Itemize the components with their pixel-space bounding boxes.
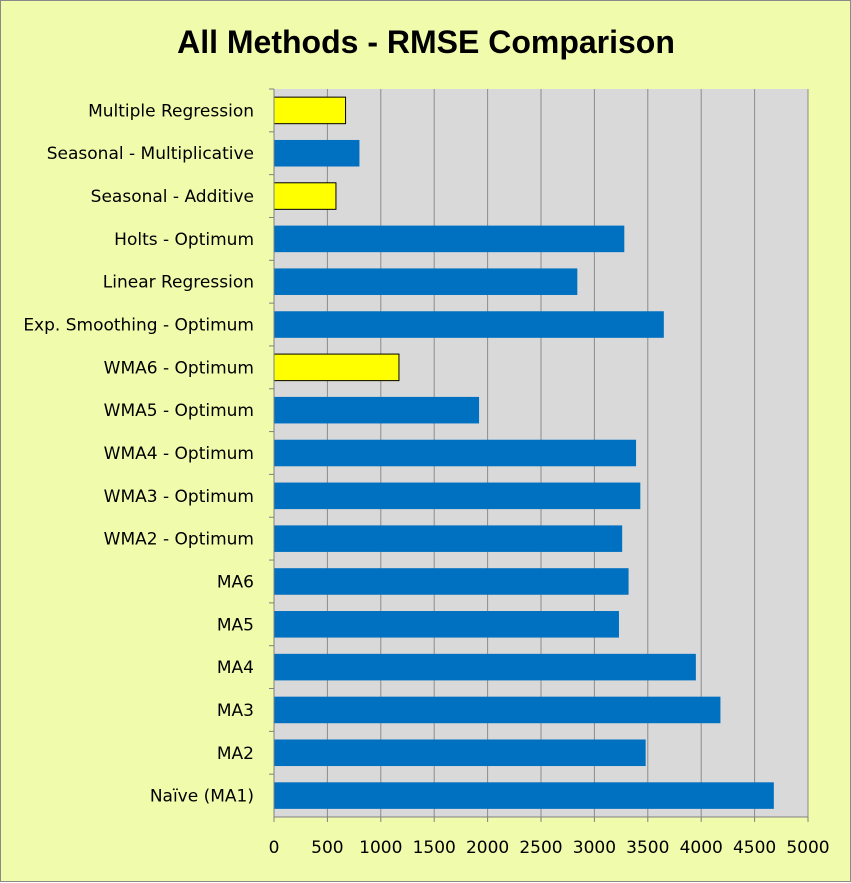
bar xyxy=(274,525,623,552)
x-tick-label: 500 xyxy=(311,838,343,858)
category-label: Holts - Optimum xyxy=(114,230,254,250)
category-label: Seasonal - Additive xyxy=(91,187,254,207)
x-tick-label: 5000 xyxy=(786,838,829,858)
bar xyxy=(274,782,774,809)
bar xyxy=(273,96,347,125)
bar xyxy=(274,439,637,467)
bar xyxy=(273,182,337,210)
x-tick-label: 1000 xyxy=(359,838,402,858)
x-tick-label: 2000 xyxy=(466,838,509,858)
bar xyxy=(274,139,360,167)
bar xyxy=(274,611,619,638)
bar xyxy=(274,739,646,767)
x-axis-ticks: 0 500 1000 1500 2000 2500 3000 3500 4000 4500 5000 xyxy=(269,817,830,858)
bar xyxy=(274,653,696,681)
bar xyxy=(273,353,400,382)
category-label: Multiple Regression xyxy=(88,101,254,121)
category-label: MA2 xyxy=(217,744,254,764)
category-label: Linear Regression xyxy=(103,273,254,293)
x-tick-label: 4000 xyxy=(680,838,723,858)
category-label: Seasonal - Multiplicative xyxy=(47,144,254,164)
category-label: Naïve (MA1) xyxy=(150,787,254,807)
bars xyxy=(273,96,774,809)
category-label: MA3 xyxy=(217,701,254,721)
category-label: WMA5 - Optimum xyxy=(104,401,254,421)
x-tick-label: 4500 xyxy=(733,838,776,858)
bar xyxy=(274,268,578,295)
category-label: WMA6 - Optimum xyxy=(104,358,254,378)
bar xyxy=(274,225,625,253)
category-label: MA5 xyxy=(217,615,254,635)
bar xyxy=(274,696,721,724)
x-tick-label: 0 xyxy=(269,838,280,858)
category-label: MA4 xyxy=(217,658,254,678)
category-label: Exp. Smoothing - Optimum xyxy=(23,316,254,336)
category-labels: Multiple Regression Seasonal - Multiplica… xyxy=(23,88,274,807)
x-tick-label: 1500 xyxy=(413,838,456,858)
bar xyxy=(274,482,641,510)
chart-title: All Methods - RMSE Comparison xyxy=(177,24,675,60)
x-tick-label: 3500 xyxy=(626,838,669,858)
category-label: MA6 xyxy=(217,572,254,592)
bar xyxy=(274,568,629,595)
category-label: WMA3 - Optimum xyxy=(104,487,254,507)
x-tick-label: 3000 xyxy=(573,838,616,858)
x-tick-label: 2500 xyxy=(519,838,562,858)
bar xyxy=(274,396,480,424)
category-label: WMA2 - Optimum xyxy=(104,530,254,550)
category-label: WMA4 - Optimum xyxy=(104,444,254,464)
bar xyxy=(274,311,664,338)
